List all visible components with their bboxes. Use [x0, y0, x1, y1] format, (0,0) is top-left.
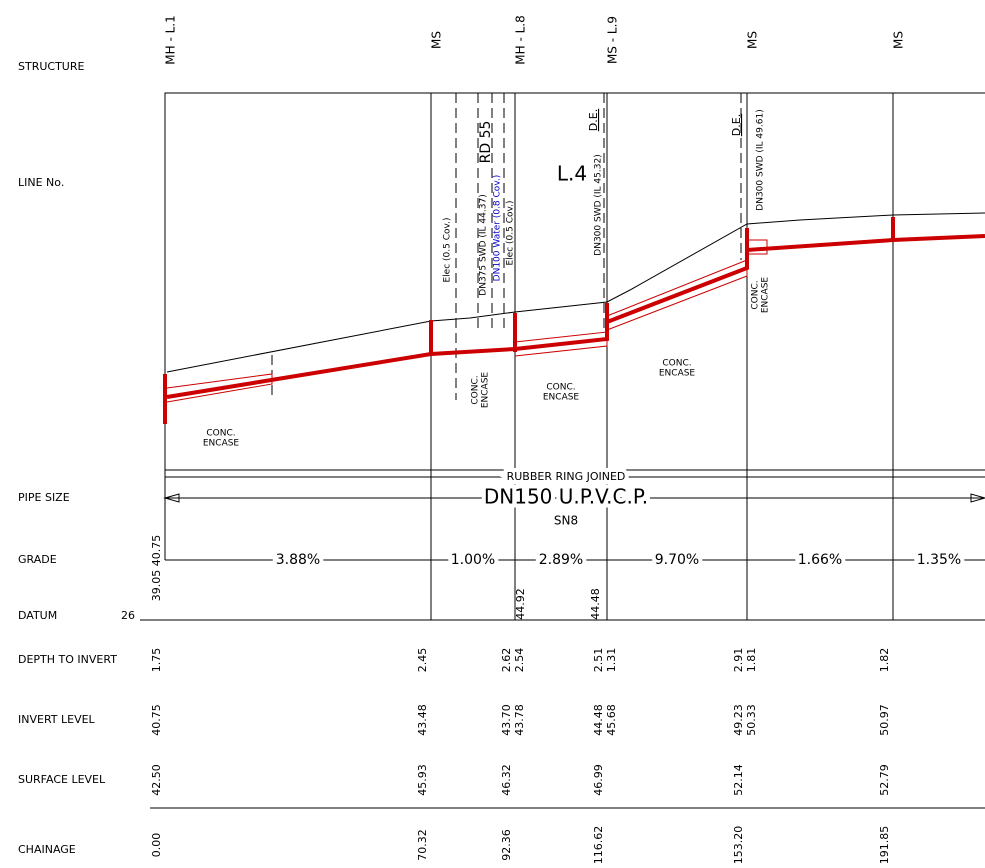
- chainage: 0.00: [150, 833, 163, 858]
- grade-start: 39.05 40.75: [150, 535, 163, 601]
- invert-level: 45.68: [605, 704, 618, 736]
- row-label: INVERT LEVEL: [18, 713, 96, 726]
- depth-to-invert: 2.91: [732, 648, 745, 673]
- invert-level: 50.97: [878, 704, 891, 736]
- surface-level: 46.32: [500, 764, 513, 796]
- service-label: Elec (0.5 Cov.): [506, 200, 516, 265]
- row-label: CHAINAGE: [18, 843, 76, 856]
- row-label: LINE No.: [18, 176, 64, 189]
- invert-level: 40.75: [150, 704, 163, 736]
- service-label: DN375 SWD (IL 44.37): [479, 194, 489, 295]
- invert-level: 43.78: [513, 704, 526, 736]
- line-no: L.4: [557, 162, 587, 186]
- encase: CONC.: [471, 375, 481, 404]
- de: D.E.: [587, 109, 600, 131]
- structure: MH - L.1: [164, 15, 178, 64]
- surface-level: 42.50: [150, 764, 163, 796]
- row-label: SURFACE LEVEL: [18, 773, 106, 786]
- datum-level: 44.48: [589, 588, 602, 620]
- services: [271, 93, 742, 400]
- pipe-joint: RUBBER RING JOINED: [507, 470, 626, 483]
- structure: TMS: [984, 27, 985, 53]
- grade: 3.88%: [276, 552, 320, 568]
- grade: 1.66%: [798, 552, 842, 568]
- invert-level: 43.70: [500, 704, 513, 736]
- road: RD 55: [478, 121, 494, 164]
- depth-to-invert: 1.75: [150, 648, 163, 673]
- depth-to-invert: 1.81: [745, 648, 758, 673]
- depth-to-invert: 2.54: [513, 648, 526, 673]
- structure: MS: [892, 31, 906, 49]
- depth-to-invert: 2.45: [416, 648, 429, 673]
- chainage: 116.62: [592, 826, 605, 865]
- encase: CONC.: [546, 383, 575, 393]
- depth-to-invert: 1.82: [878, 648, 891, 673]
- encase: CONC.: [751, 280, 761, 309]
- dim-lines: [163, 476, 985, 561]
- datum-level: 44.92: [514, 588, 527, 620]
- encase: ENCASE: [543, 393, 580, 403]
- invert-level: 49.23: [732, 704, 745, 736]
- service-label: DN100 Water (0.8 Cov.): [493, 175, 503, 282]
- row-label: DATUM: [18, 609, 57, 622]
- pipe-class: SN8: [554, 514, 578, 528]
- encase: ENCASE: [761, 277, 771, 314]
- grade: 1.35%: [917, 552, 961, 568]
- chainage: 153.20: [732, 826, 745, 865]
- grade: 2.89%: [539, 552, 583, 568]
- structure: MS - L.9: [606, 16, 620, 64]
- service-label: DN300 SWD (IL 45.32): [594, 154, 604, 255]
- service-label: DN300 SWD (IL 49.61): [756, 109, 766, 210]
- surface-line: [166, 212, 985, 373]
- surface-level: 45.93: [416, 764, 429, 796]
- encase: CONC.: [206, 429, 235, 439]
- encase: CONC.: [662, 359, 691, 369]
- chambers: [163, 217, 895, 424]
- row-label: STRUCTURE: [18, 60, 84, 73]
- surface-level: 52.79: [878, 764, 891, 796]
- grade: 9.70%: [655, 552, 699, 568]
- grade: 1.00%: [451, 552, 495, 568]
- row-label: DEPTH TO INVERT: [18, 653, 117, 666]
- depth-to-invert: 2.62: [500, 648, 513, 673]
- depth-to-invert: 2.51: [592, 648, 605, 673]
- surface-level: 46.99: [592, 764, 605, 796]
- pipe: [166, 234, 985, 399]
- row-label: PIPE SIZE: [18, 491, 70, 504]
- invert-level: 50.33: [745, 704, 758, 736]
- chainage: 92.36: [500, 829, 513, 861]
- chainage: 70.32: [416, 829, 429, 861]
- service-label: Elec (0.5 Cov.): [443, 217, 453, 282]
- invert-level: 44.48: [592, 704, 605, 736]
- encase: ENCASE: [659, 369, 696, 379]
- frame: [140, 92, 985, 809]
- invert-level: 43.48: [416, 704, 429, 736]
- surface-level: 52.14: [732, 764, 745, 796]
- row-label: GRADE: [18, 553, 57, 566]
- de: D.E.: [730, 114, 743, 136]
- chainage: 191.85: [878, 826, 891, 865]
- pipe-size: DN150 U.P.V.C.P.: [484, 485, 648, 509]
- encase: ENCASE: [481, 372, 491, 409]
- structure: MS: [746, 31, 760, 49]
- structure: MH - L.8: [514, 15, 528, 64]
- encase: ENCASE: [203, 439, 240, 449]
- datum: 26: [121, 609, 135, 622]
- depth-to-invert: 1.31: [605, 648, 618, 673]
- structure: MS: [430, 31, 444, 49]
